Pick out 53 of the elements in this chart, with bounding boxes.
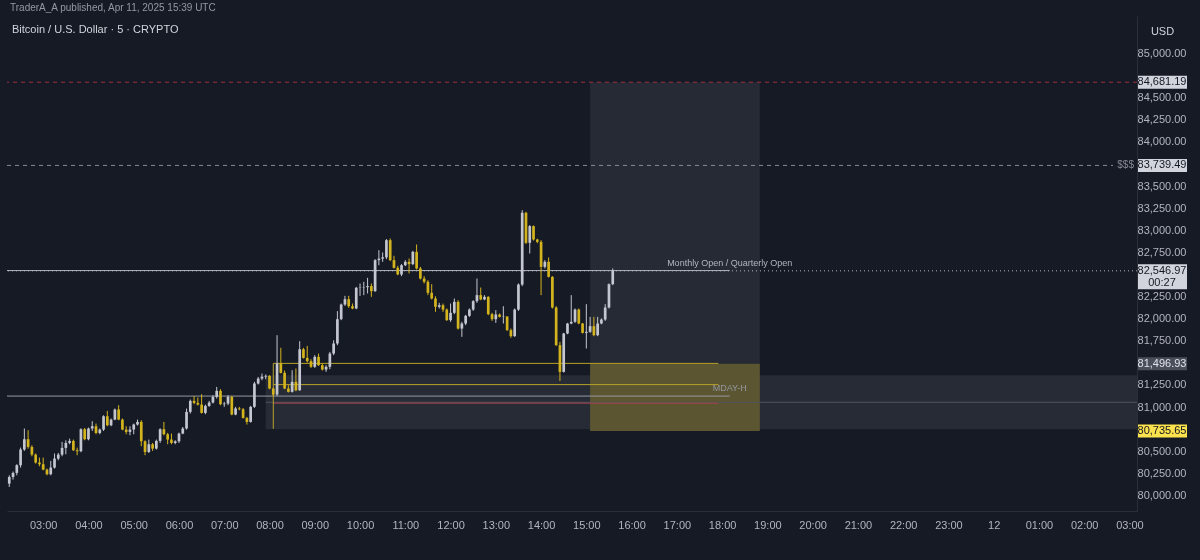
y-tick-label: 81,496.93 [1137,356,1187,369]
ref-line-label: $$$ [1117,159,1135,171]
y-tick-label: 83,500.00 [1137,179,1187,192]
x-tick-label: 16:00 [618,518,646,531]
x-tick-label: 05:00 [120,518,148,531]
x-tick-label: 06:00 [165,518,194,531]
y-tick-label: 82,250.00 [1137,290,1187,303]
x-tick-label: 19:00 [754,518,782,531]
y-tick-label: 84,500.00 [1137,91,1187,104]
x-tick-label: 10:00 [346,518,375,531]
x-tick-label: 04:00 [75,518,103,531]
x-tick-label: 21:00 [844,518,873,531]
x-tick-label: 01:00 [1025,518,1054,531]
x-tick-label: 03:00 [1116,518,1144,531]
x-tick-label: 20:00 [799,518,827,531]
x-tick-label: 15:00 [573,518,601,531]
x-tick-label: 18:00 [708,518,737,531]
text: 00:27 [1148,275,1176,288]
x-tick-label: 22:00 [889,518,918,531]
series-label: MDAY-H [712,383,747,394]
y-tick-label: 83,250.00 [1137,201,1187,214]
y-tick-label: 80,735.65 [1137,423,1187,436]
x-tick-label: 09:00 [301,518,330,531]
y-tick-label: 84,000.00 [1137,135,1187,148]
y-tick-label: 82,000.00 [1137,312,1187,325]
text: TraderA_A published, Apr 11, 2025 15:39 UTC [10,2,216,13]
y-tick-label: 83,000.00 [1137,223,1187,236]
y-tick-label: 81,250.00 [1137,378,1187,391]
x-tick-label: 13:00 [482,518,511,531]
y-tick-label: 82,546.97 [1137,263,1187,276]
y-tick-label: 84,250.00 [1137,113,1187,126]
x-tick-label: 23:00 [935,518,963,531]
text: Bitcoin / U.S. Dollar · 5 · CRYPTO [12,23,179,35]
y-tick-label: 80,500.00 [1137,444,1187,457]
x-tick-label: 02:00 [1070,518,1099,531]
y-tick-label: 80,000.00 [1137,488,1187,501]
x-tick-label: 03:00 [29,518,58,531]
x-tick-label: 17:00 [663,518,692,531]
y-tick-label: 85,000.00 [1137,47,1187,60]
y-tick-label: 82,750.00 [1137,245,1187,258]
x-tick-label: 12:00 [437,518,465,531]
x-tick-label: 07:00 [210,518,239,531]
y-tick-label: 81,750.00 [1137,334,1187,347]
x-tick-label: 14:00 [527,518,556,531]
x-tick-label: 08:00 [256,518,284,531]
series-label: Monthly Open / Quarterly Open [667,257,793,268]
y-tick-label: 84,681.19 [1137,75,1187,88]
y-tick-label: 80,250.00 [1137,466,1187,479]
x-tick-label: 12 [988,518,1001,531]
y-tick-label: 83,739.49 [1137,158,1187,171]
y-tick-label: 81,000.00 [1137,400,1187,413]
y-axis-title: USD [1150,24,1175,37]
x-tick-label: 11:00 [392,518,420,531]
